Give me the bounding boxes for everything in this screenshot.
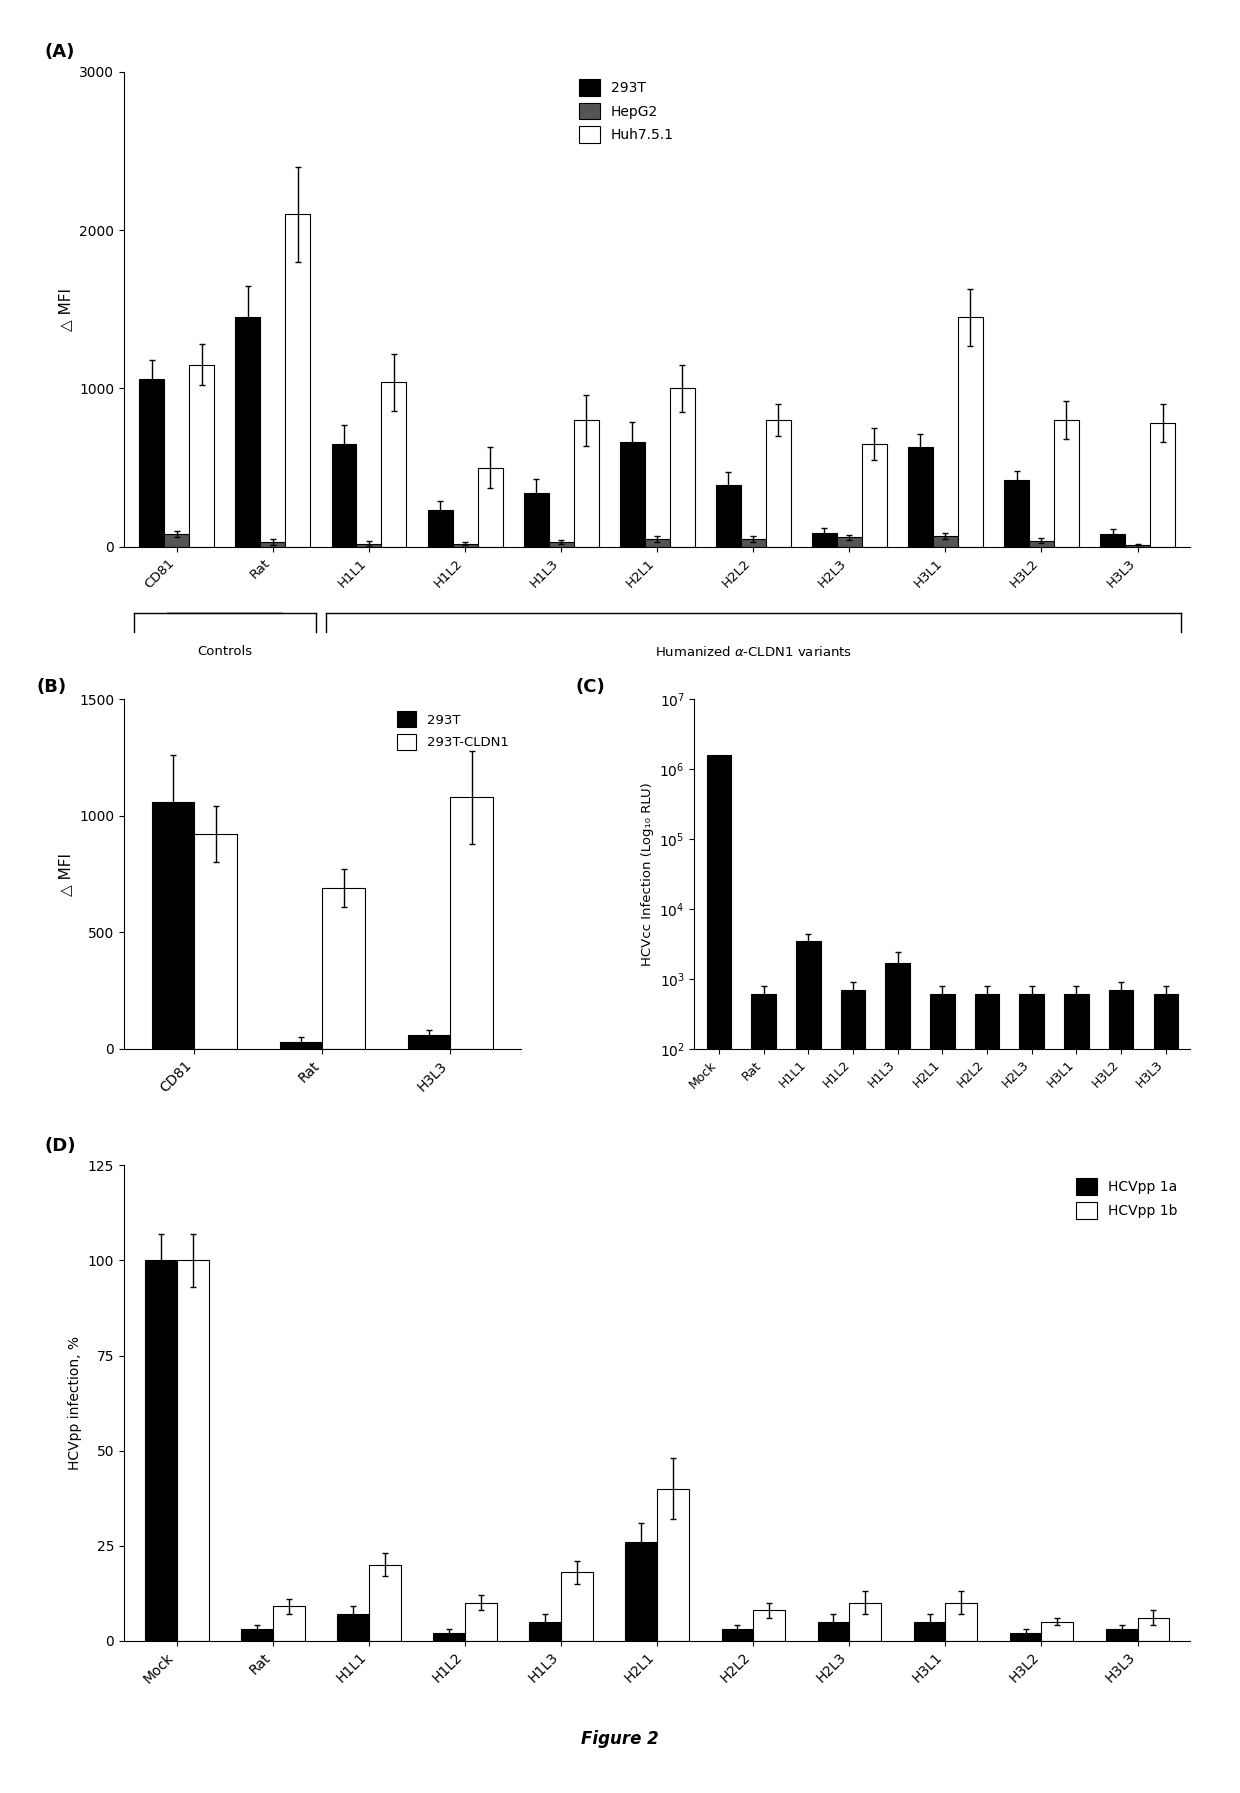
- Bar: [766, 420, 791, 547]
- Bar: [450, 798, 492, 1049]
- Bar: [453, 543, 477, 547]
- Bar: [195, 834, 237, 1049]
- Bar: [722, 1630, 753, 1641]
- Bar: [849, 1603, 882, 1641]
- Bar: [812, 533, 837, 547]
- Bar: [242, 1630, 273, 1641]
- Bar: [1106, 1630, 1137, 1641]
- Bar: [165, 534, 190, 547]
- Bar: [908, 446, 932, 547]
- Bar: [1149, 423, 1176, 547]
- Bar: [523, 493, 548, 547]
- Bar: [322, 888, 365, 1049]
- Text: (C): (C): [575, 678, 605, 696]
- Text: Humanized $\alpha$-CLDN1 variants: Humanized $\alpha$-CLDN1 variants: [655, 645, 852, 660]
- Bar: [625, 1542, 657, 1641]
- Bar: [959, 317, 983, 547]
- Bar: [260, 541, 285, 547]
- Bar: [657, 1488, 689, 1641]
- Bar: [562, 1572, 593, 1641]
- Text: (D): (D): [45, 1137, 76, 1155]
- Bar: [236, 317, 260, 547]
- Bar: [932, 536, 959, 547]
- Text: Figure 2: Figure 2: [582, 1730, 658, 1748]
- Bar: [273, 1607, 305, 1641]
- Bar: [707, 755, 732, 1793]
- Bar: [885, 963, 910, 1793]
- Y-axis label: △ MFI: △ MFI: [58, 289, 73, 330]
- Bar: [337, 1614, 370, 1641]
- Bar: [1009, 1633, 1042, 1641]
- Bar: [408, 1035, 450, 1049]
- Bar: [1100, 534, 1125, 547]
- Bar: [356, 543, 382, 547]
- Bar: [331, 445, 356, 547]
- Text: Controls: Controls: [197, 645, 253, 658]
- Bar: [751, 995, 776, 1793]
- Legend: HCVpp 1a, HCVpp 1b: HCVpp 1a, HCVpp 1b: [1071, 1173, 1183, 1225]
- Y-axis label: △ MFI: △ MFI: [58, 853, 73, 895]
- Bar: [477, 468, 502, 547]
- Text: (B): (B): [37, 678, 67, 696]
- Bar: [945, 1603, 977, 1641]
- Bar: [1054, 420, 1079, 547]
- Bar: [465, 1603, 497, 1641]
- Y-axis label: HCVcc Infection (Log₁₀ RLU): HCVcc Infection (Log₁₀ RLU): [641, 782, 653, 966]
- Bar: [433, 1633, 465, 1641]
- Bar: [285, 213, 310, 547]
- Bar: [1109, 990, 1133, 1793]
- Bar: [190, 364, 215, 547]
- Bar: [529, 1621, 562, 1641]
- Legend: 293T, 293T-CLDN1: 293T, 293T-CLDN1: [392, 706, 515, 755]
- Bar: [1004, 481, 1029, 547]
- Bar: [145, 1260, 177, 1641]
- Bar: [428, 511, 453, 547]
- Bar: [1029, 540, 1054, 547]
- Bar: [153, 801, 195, 1049]
- Bar: [753, 1610, 785, 1641]
- Legend: 293T, HepG2, Huh7.5.1: 293T, HepG2, Huh7.5.1: [579, 79, 673, 143]
- Bar: [1064, 995, 1089, 1793]
- Bar: [862, 445, 887, 547]
- Bar: [382, 382, 407, 547]
- Bar: [1137, 1617, 1169, 1641]
- Bar: [139, 378, 165, 547]
- Bar: [177, 1260, 208, 1641]
- Bar: [975, 995, 999, 1793]
- Bar: [548, 541, 574, 547]
- Bar: [914, 1621, 945, 1641]
- Bar: [574, 420, 599, 547]
- Bar: [841, 990, 866, 1793]
- Bar: [1153, 995, 1178, 1793]
- Bar: [370, 1565, 401, 1641]
- Bar: [670, 389, 694, 547]
- Bar: [796, 941, 821, 1793]
- Bar: [645, 540, 670, 547]
- Bar: [620, 443, 645, 547]
- Bar: [817, 1621, 849, 1641]
- Bar: [930, 995, 955, 1793]
- Bar: [837, 538, 862, 547]
- Bar: [740, 540, 766, 547]
- Bar: [715, 486, 740, 547]
- Bar: [1042, 1621, 1073, 1641]
- Bar: [280, 1042, 322, 1049]
- Text: (A): (A): [45, 43, 74, 61]
- Bar: [1019, 995, 1044, 1793]
- Y-axis label: HCVpp infection, %: HCVpp infection, %: [68, 1336, 82, 1470]
